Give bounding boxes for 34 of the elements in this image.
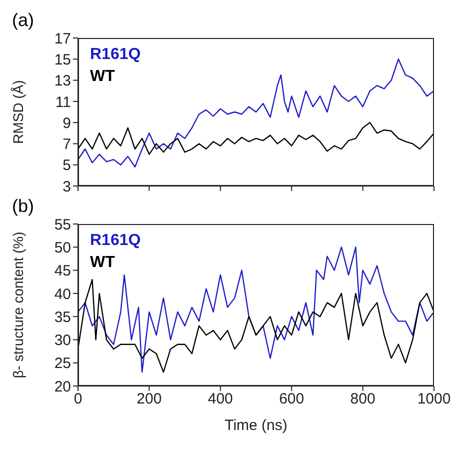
y-tick-label: 45 — [54, 262, 71, 280]
chart-title: (a) — [12, 10, 34, 31]
x-tick-label: 600 — [279, 390, 304, 408]
chart-title: (b) — [12, 196, 34, 217]
text: R161Q — [90, 45, 141, 65]
x-tick-label: 1000 — [417, 390, 451, 408]
y-axis-title: RMSD (Å) — [10, 80, 26, 144]
y-tick-label: 13 — [54, 72, 71, 90]
y-tick-label: 40 — [54, 286, 71, 303]
y-tick-label: 30 — [54, 332, 71, 350]
line-series — [78, 278, 434, 373]
line-series — [78, 246, 434, 373]
x-tick-label: 200 — [136, 390, 162, 408]
text: WT — [90, 67, 116, 87]
series-label: WT — [90, 253, 116, 273]
line-series — [78, 122, 434, 155]
y-tick-label: 20 — [54, 378, 71, 396]
y-tick-label: 35 — [54, 308, 71, 326]
x-tick-label: 800 — [350, 390, 376, 408]
y-tick-label: 7 — [62, 136, 71, 154]
y-tick-label: 11 — [55, 94, 71, 111]
y-tick-label: 17 — [54, 30, 71, 48]
y-tick-label: 55 — [54, 216, 71, 234]
x-axis-title: Time (ns) — [224, 417, 288, 434]
y-tick-label: 25 — [54, 355, 71, 372]
x-tick-label: 0 — [74, 390, 82, 408]
y-tick-label: 5 — [62, 157, 71, 174]
y-tick-label: 15 — [54, 51, 71, 68]
y-tick-label: 3 — [62, 178, 71, 196]
x-tick-label: 400 — [208, 390, 233, 408]
series-label: R161Q — [90, 231, 141, 251]
y-axis-title: β- structure content (%) — [10, 232, 26, 378]
y-tick-label: 50 — [54, 239, 71, 256]
y-tick-label: 9 — [62, 114, 71, 132]
